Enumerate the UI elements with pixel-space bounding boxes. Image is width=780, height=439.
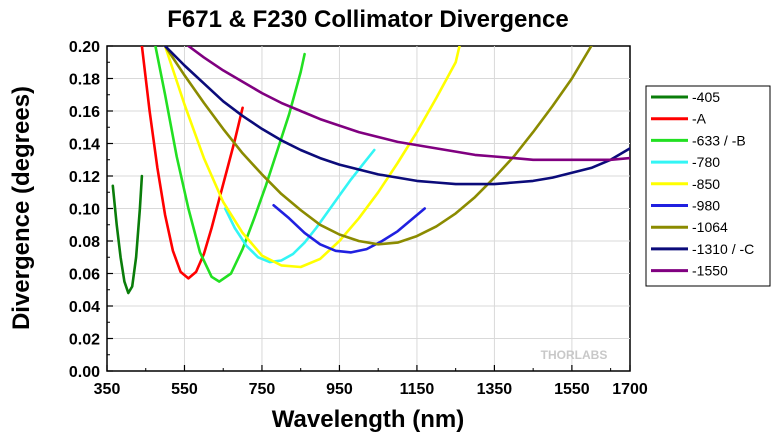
x-tick-label: 1550 [554,381,590,398]
series-line-2 [154,46,306,283]
legend-label: -850 [692,176,720,192]
legend-label: -633 / -B [692,132,746,148]
x-tick-label: 950 [326,381,353,398]
series-line-6 [163,46,593,246]
series-line-8 [187,46,630,162]
x-tick-label: 550 [171,381,198,398]
y-tick-label: 0.08 [69,234,100,251]
legend-label: -405 [692,89,720,105]
legend: -405 -A -633 / -B -780 -850 -980 -1064 -1310 / … [645,85,771,287]
data-series-group [111,46,630,295]
x-tick-label: 1700 [612,381,648,398]
y-tick-label: 0.04 [69,299,100,316]
legend-label: -1310 / -C [692,241,754,257]
x-tick-label: 1150 [400,381,435,398]
x-axis-label: Wavelength (nm) [272,406,464,433]
y-tick-label: 0.00 [69,364,100,381]
series-line-4 [163,46,461,269]
x-tick-label: 350 [94,381,121,398]
series-line-3 [223,148,376,264]
legend-label: -A [692,111,707,127]
y-tick-label: 0.06 [69,267,100,284]
y-tick-label: 0.02 [69,332,100,349]
legend-label: -1064 [692,219,728,235]
axis-ticks [106,45,631,372]
thorlabs-watermark: THORLABS [541,348,608,362]
series-line-1 [140,46,244,280]
y-tick-label: 0.16 [69,104,100,121]
y-tick-label: 0.14 [69,137,100,154]
y-tick-label: 0.20 [69,39,100,56]
x-tick-label: 1350 [477,381,513,398]
y-tick-label: 0.10 [69,202,100,219]
legend-label: -780 [692,154,720,170]
y-tick-label: 0.18 [69,72,100,89]
tick-labels: 350 550 750 950 1150 1350 1550 1700 0.00 0.02 0.04… [69,39,648,398]
legend-label: -1550 [692,263,728,279]
series-line-5 [272,204,427,254]
series-line-0 [111,174,144,295]
series-line-7 [163,46,630,186]
legend-label: -980 [692,198,720,214]
y-tick-label: 0.12 [69,169,100,186]
y-axis-label: Divergence (degrees) [8,86,35,330]
chart-title: F671 & F230 Collimator Divergence [167,6,568,33]
x-tick-label: 750 [249,381,276,398]
